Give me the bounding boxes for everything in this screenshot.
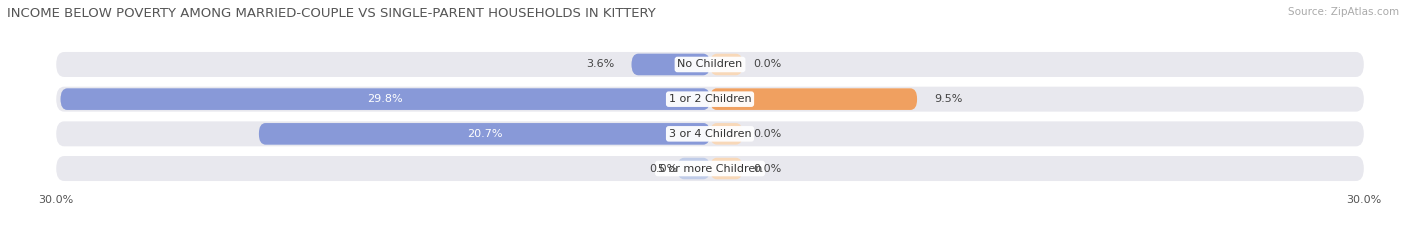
Text: INCOME BELOW POVERTY AMONG MARRIED-COUPLE VS SINGLE-PARENT HOUSEHOLDS IN KITTERY: INCOME BELOW POVERTY AMONG MARRIED-COUPL… [7, 7, 655, 20]
FancyBboxPatch shape [259, 123, 710, 145]
Text: 29.8%: 29.8% [367, 94, 404, 104]
FancyBboxPatch shape [60, 88, 710, 110]
FancyBboxPatch shape [60, 88, 710, 110]
Text: 9.5%: 9.5% [935, 94, 963, 104]
Text: 20.7%: 20.7% [467, 129, 502, 139]
Text: 3.6%: 3.6% [586, 59, 614, 69]
Text: 1 or 2 Children: 1 or 2 Children [669, 94, 751, 104]
Text: 0.0%: 0.0% [650, 164, 678, 174]
FancyBboxPatch shape [631, 54, 710, 75]
FancyBboxPatch shape [678, 158, 710, 179]
FancyBboxPatch shape [56, 156, 1364, 181]
FancyBboxPatch shape [710, 158, 742, 179]
FancyBboxPatch shape [56, 52, 1364, 77]
FancyBboxPatch shape [56, 121, 1364, 146]
Text: 3 or 4 Children: 3 or 4 Children [669, 129, 751, 139]
FancyBboxPatch shape [631, 54, 710, 75]
FancyBboxPatch shape [259, 123, 710, 145]
Text: 0.0%: 0.0% [754, 164, 782, 174]
Text: No Children: No Children [678, 59, 742, 69]
Text: Source: ZipAtlas.com: Source: ZipAtlas.com [1288, 7, 1399, 17]
FancyBboxPatch shape [56, 87, 1364, 112]
FancyBboxPatch shape [710, 88, 917, 110]
Text: 0.0%: 0.0% [754, 59, 782, 69]
FancyBboxPatch shape [710, 123, 742, 145]
FancyBboxPatch shape [710, 88, 917, 110]
Text: 0.0%: 0.0% [754, 129, 782, 139]
Text: 5 or more Children: 5 or more Children [658, 164, 762, 174]
FancyBboxPatch shape [710, 54, 742, 75]
